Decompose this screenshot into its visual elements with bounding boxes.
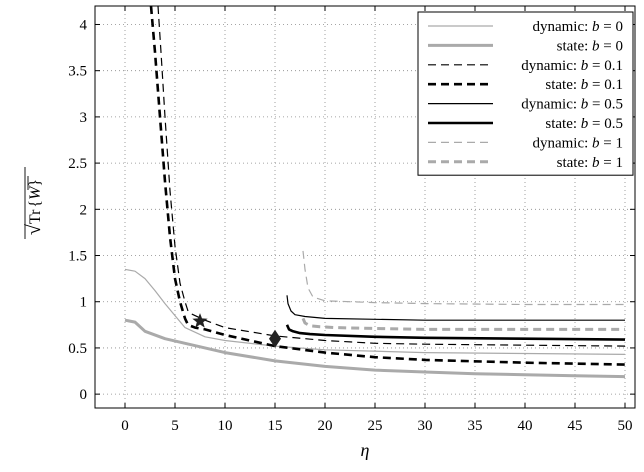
y-tick-label: 1.5 [68, 249, 87, 265]
markers [192, 313, 281, 348]
x-tick-label: 40 [518, 418, 533, 434]
x-tick-label: 5 [171, 418, 179, 434]
y-tick-label: 3.5 [68, 64, 87, 80]
legend-entry-3: state: b = 0.1 [545, 77, 623, 93]
x-tick-label: 0 [121, 418, 129, 434]
y-axis-label: √Tr{W} [23, 167, 45, 239]
x-axis-label: η [361, 440, 370, 460]
x-tick-label: 25 [368, 418, 383, 434]
series-line-1 [124, 318, 626, 379]
x-tick-label: 15 [268, 418, 283, 434]
y-tick-label: 0 [80, 387, 88, 403]
legend-entry-2: dynamic: b = 0.1 [521, 58, 623, 74]
legend-entry-7: state: b = 1 [557, 155, 623, 171]
y-tick-label: 3 [80, 110, 88, 126]
legend-entry-1: state: b = 0 [557, 38, 623, 54]
legend-entry-0: dynamic: b = 0 [532, 19, 623, 35]
series-line-3 [149, 6, 626, 366]
y-tick-label: 1 [80, 295, 88, 311]
y-tick-label: 2 [80, 202, 88, 218]
x-tick-label: 35 [468, 418, 483, 434]
x-tick-label: 30 [418, 418, 433, 434]
series-lines [124, 6, 626, 379]
legend-entry-6: dynamic: b = 1 [532, 135, 623, 151]
series-line-5 [285, 324, 626, 341]
y-axis-label-text: √Tr{W} [23, 179, 45, 235]
series-line-2 [157, 6, 626, 347]
x-tick-label: 10 [218, 418, 233, 434]
star-marker [192, 313, 208, 328]
series-line-7 [301, 317, 625, 331]
legend: dynamic: b = 0 state: b = 0 dynamic: b = 0… [417, 11, 634, 176]
diamond-marker [269, 329, 281, 348]
y-tick-label: 0.5 [68, 341, 87, 357]
series-line-0 [124, 268, 626, 355]
x-tick-label: 20 [318, 418, 333, 434]
series-line-6 [302, 250, 625, 306]
legend-entry-5: state: b = 0.5 [545, 116, 623, 132]
legend-box [417, 11, 634, 176]
plot-frame [94, 5, 636, 409]
series-line-4 [286, 295, 625, 321]
legend-entry-4: dynamic: b = 0.5 [521, 97, 623, 113]
y-tick-label: 2.5 [68, 156, 87, 172]
x-tick-label: 45 [568, 418, 583, 434]
y-tick-label: 4 [80, 17, 88, 33]
axis-ticks: 0 5 10 15 20 25 30 35 40 45 50 0 0.5 1 1.5 2 2.5 3 3.5 4 [68, 6, 635, 434]
grid [95, 6, 635, 408]
x-tick-label: 50 [618, 418, 633, 434]
